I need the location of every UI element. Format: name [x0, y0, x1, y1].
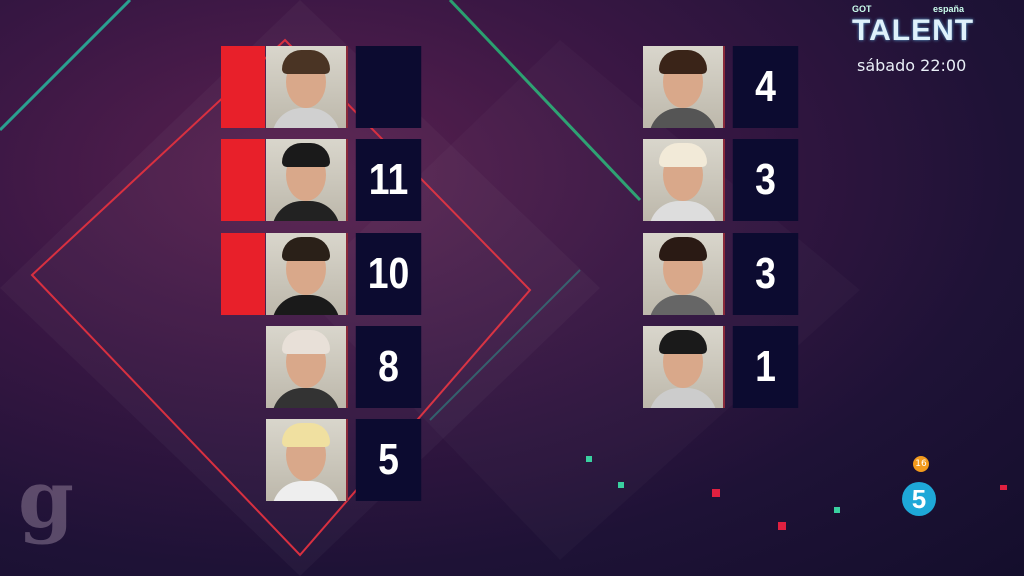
- contestant-card: 4: [643, 46, 804, 128]
- age-rating-badge: 16: [913, 456, 929, 472]
- contestant-card: 3: [643, 233, 804, 315]
- score-box: 10: [355, 233, 422, 315]
- contestant-photo: [266, 233, 348, 315]
- score-box: 4: [732, 46, 799, 128]
- contestant-photo: [643, 139, 725, 221]
- channel-logo: 5: [902, 482, 936, 516]
- eliminated-flag: [221, 46, 265, 128]
- contestant-photo: [266, 326, 348, 408]
- score-box: 1: [732, 326, 799, 408]
- contestant-photo: [266, 139, 348, 221]
- schedule-text: sábado 22:00: [857, 56, 967, 75]
- contestant-photo: [643, 233, 725, 315]
- flag-spacer: [221, 326, 266, 408]
- score-box: 3: [732, 233, 799, 315]
- eliminated-flag: [221, 139, 265, 221]
- score-box: [355, 46, 422, 128]
- contestant-card: 3: [643, 139, 804, 221]
- contestant-card: [221, 46, 427, 128]
- contestant-photo: [643, 326, 725, 408]
- contestant-photo: [643, 46, 725, 128]
- contestant-card: 1: [643, 326, 804, 408]
- logo-small-right: españa: [932, 4, 964, 14]
- got-talent-logo: GOT españa TALENT: [852, 4, 975, 47]
- contestant-photo: [266, 46, 348, 128]
- logo-small-left: GOT: [852, 4, 872, 14]
- watermark-logo: g: [18, 452, 74, 546]
- contestant-photo: [266, 419, 348, 501]
- contestant-card: 8: [221, 326, 427, 408]
- score-box: 5: [355, 419, 422, 501]
- contestant-card: 11: [221, 139, 427, 221]
- contestant-card: 5: [221, 419, 427, 501]
- score-box: 8: [355, 326, 422, 408]
- logo-small-row: GOT españa: [852, 4, 964, 15]
- logo-main: TALENT: [852, 14, 975, 47]
- score-box: 11: [355, 139, 422, 221]
- score-box: 3: [732, 139, 799, 221]
- contestant-card: 10: [221, 233, 427, 315]
- flag-spacer: [221, 419, 266, 501]
- eliminated-flag: [221, 233, 265, 315]
